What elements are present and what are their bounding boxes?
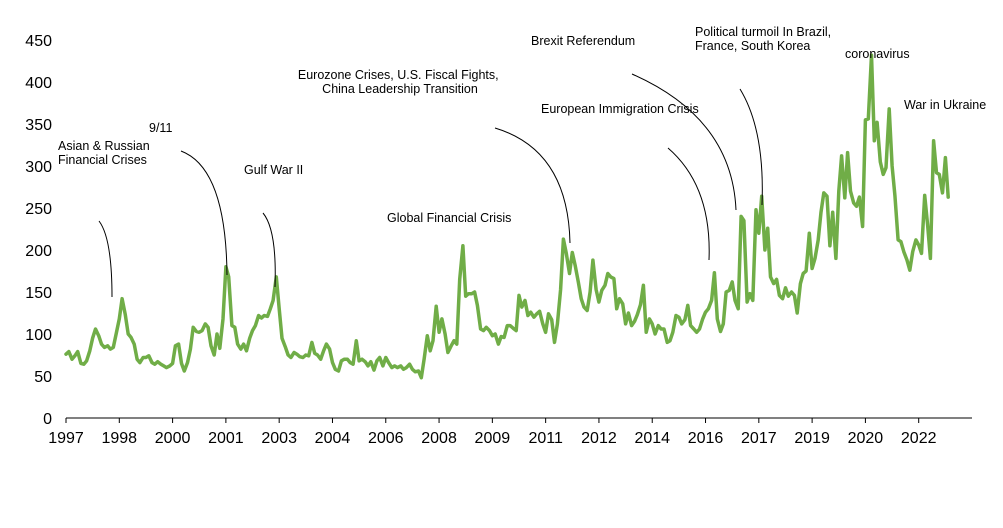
x-tick-label: 2004 bbox=[315, 430, 351, 447]
x-tick-label: 2009 bbox=[475, 430, 511, 447]
x-tick-label: 2022 bbox=[901, 430, 937, 447]
x-tick-label: 2012 bbox=[581, 430, 617, 447]
x-tick-label: 2016 bbox=[688, 430, 724, 447]
y-tick-label: 300 bbox=[25, 159, 52, 176]
leader-eurozone bbox=[494, 127, 571, 244]
x-axis: 1997 1998 2000 2001 2003 2004 2006 2008 2009 2011… bbox=[48, 417, 972, 447]
x-tick-label: 2008 bbox=[421, 430, 457, 447]
annotation-war-in-ukraine: War in Ukraine bbox=[904, 98, 986, 112]
x-tick-label: 2017 bbox=[741, 430, 777, 447]
annotation-911: 9/11 bbox=[149, 121, 172, 135]
x-tick-label: 2014 bbox=[634, 430, 670, 447]
x-tick-label: 2000 bbox=[155, 430, 191, 447]
x-tick-label: 2020 bbox=[848, 430, 884, 447]
x-tick-label: 2006 bbox=[368, 430, 404, 447]
annotation-global-financial-crisis: Global Financial Crisis bbox=[387, 211, 511, 225]
leader-gulf-war bbox=[262, 212, 276, 288]
y-tick-label: 350 bbox=[25, 117, 52, 134]
annotation-eurozone: Eurozone Crises, U.S. Fiscal Fights, Chi… bbox=[298, 68, 502, 96]
x-tick-label: 2011 bbox=[528, 430, 563, 447]
series-line bbox=[64, 53, 950, 380]
y-tick-label: 50 bbox=[34, 369, 52, 386]
annotation-gulf-war: Gulf War II bbox=[244, 163, 303, 177]
leader-immigration bbox=[667, 147, 710, 261]
y-tick-label: 450 bbox=[25, 33, 52, 50]
leader-911 bbox=[180, 150, 228, 276]
leader-brexit bbox=[631, 73, 737, 211]
x-tick-label: 1997 bbox=[48, 430, 84, 447]
x-tick-label: 1998 bbox=[101, 430, 137, 447]
y-tick-label: 100 bbox=[25, 327, 52, 344]
x-tick-label: 2003 bbox=[261, 430, 297, 447]
y-tick-label: 0 bbox=[43, 411, 52, 428]
plot-area bbox=[64, 53, 950, 380]
annotation-brexit: Brexit Referendum bbox=[531, 34, 635, 48]
leader-political bbox=[739, 88, 763, 206]
annotation-coronavirus: coronavirus bbox=[845, 47, 910, 61]
y-tick-label: 400 bbox=[25, 75, 52, 92]
y-tick-label: 200 bbox=[25, 243, 52, 260]
leader-asian-crisis bbox=[98, 220, 113, 298]
y-tick-label: 250 bbox=[25, 201, 52, 218]
annotation-political-turmoil: Political turmoil In Brazil, France, Sou… bbox=[695, 25, 835, 53]
y-tick-label: 150 bbox=[25, 285, 52, 302]
annotations: Asian & Russian Financial Crises 9/11 Gu… bbox=[58, 25, 986, 298]
x-tick-label: 2001 bbox=[208, 430, 244, 447]
x-tick-label: 2019 bbox=[794, 430, 830, 447]
annotation-immigration: European Immigration Crisis bbox=[541, 102, 699, 116]
annotation-asian-crisis: Asian & Russian Financial Crises bbox=[58, 139, 153, 167]
y-axis: 0 50 100 150 200 250 300 350 400 450 bbox=[25, 33, 52, 428]
